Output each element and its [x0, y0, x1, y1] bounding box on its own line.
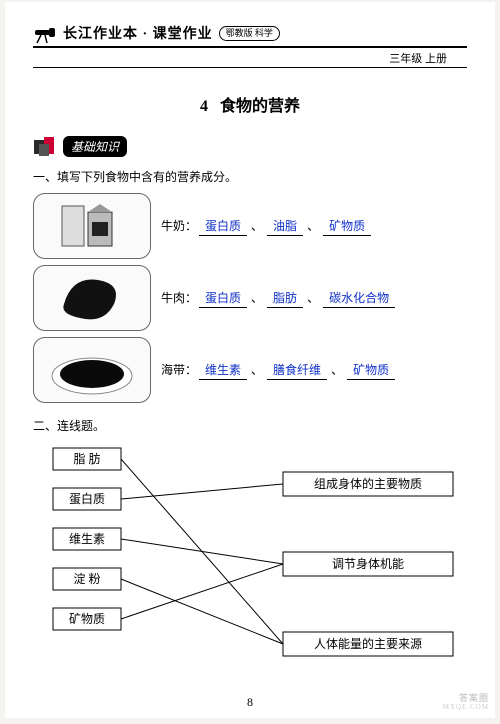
beef-icon	[52, 270, 132, 326]
answer-blank: 油脂	[267, 217, 303, 236]
kelp-icon	[47, 342, 137, 398]
separator: 、	[249, 289, 265, 306]
left-label: 脂 肪	[73, 451, 100, 466]
q2-section: 二、连线题。 脂 肪蛋白质维生素淀 粉矿物质 组成身体的主要物质调节身体机能人体能…	[33, 417, 467, 672]
food-name: 牛肉：	[161, 289, 197, 306]
series-title: 长江作业本 · 课堂作业	[63, 23, 213, 43]
food-label: 牛奶：蛋白质、油脂、矿物质	[161, 217, 373, 236]
header-rule	[33, 67, 467, 68]
food-row: 海带：维生素、膳食纤维、矿物质	[33, 337, 467, 403]
q1-rows: 牛奶：蛋白质、油脂、矿物质牛肉：蛋白质、脂肪、碳水化合物海带：维生素、膳食纤维、…	[33, 193, 467, 403]
match-line	[121, 564, 283, 619]
separator: 、	[305, 217, 321, 234]
basics-tag: 基础知识	[63, 136, 127, 157]
food-name: 牛奶：	[161, 217, 197, 234]
page-number: 8	[247, 695, 253, 710]
food-image-box	[33, 337, 151, 403]
answer-blank: 膳食纤维	[267, 361, 327, 380]
lesson-number: 4	[200, 98, 208, 115]
basics-block: 基础知识	[33, 134, 467, 158]
q2-heading: 二、连线题。	[33, 417, 467, 434]
left-label: 淀 粉	[73, 572, 100, 586]
left-label: 蛋白质	[69, 491, 105, 506]
separator: 、	[305, 289, 321, 306]
answer-blank: 维生素	[199, 361, 247, 380]
answer-blank: 蛋白质	[199, 217, 247, 236]
answer-blank: 矿物质	[323, 217, 371, 236]
lesson-name: 食物的营养	[220, 98, 300, 115]
watermark: 答案圈 MXQE.COM	[443, 694, 489, 712]
right-label: 组成身体的主要物质	[314, 476, 422, 491]
food-row: 牛奶：蛋白质、油脂、矿物质	[33, 193, 467, 259]
food-label: 海带：维生素、膳食纤维、矿物质	[161, 361, 397, 380]
left-label: 维生素	[69, 532, 105, 546]
food-label: 牛肉：蛋白质、脂肪、碳水化合物	[161, 289, 397, 308]
separator: 、	[249, 361, 265, 378]
separator: 、	[329, 361, 345, 378]
watermark-line2: MXQE.COM	[443, 704, 489, 712]
food-image-box	[33, 193, 151, 259]
right-label: 调节身体机能	[332, 556, 404, 571]
right-label: 人体能量的主要来源	[314, 636, 422, 651]
answer-blank: 脂肪	[267, 289, 303, 308]
answer-blank: 碳水化合物	[323, 289, 395, 308]
match-line	[121, 539, 283, 564]
milk-icon	[52, 198, 132, 254]
answer-blank: 蛋白质	[199, 289, 247, 308]
edition-badge: 鄂教版 科学	[219, 26, 280, 41]
books-icon	[33, 134, 63, 158]
food-image-box	[33, 265, 151, 331]
left-label: 矿物质	[69, 612, 105, 626]
workbook-header: 长江作业本 · 课堂作业 鄂教版 科学	[33, 22, 467, 48]
match-line	[121, 579, 283, 644]
lesson-title: 4 食物的营养	[33, 92, 467, 116]
page: 长江作业本 · 课堂作业 鄂教版 科学 三年级 上册 4 食物的营养 基础知识 …	[5, 2, 495, 718]
separator: 、	[249, 217, 265, 234]
food-name: 海带：	[161, 361, 197, 378]
matching-diagram: 脂 肪蛋白质维生素淀 粉矿物质 组成身体的主要物质调节身体机能人体能量的主要来源	[33, 442, 473, 672]
answer-blank: 矿物质	[347, 361, 395, 380]
telescope-icon	[33, 22, 59, 44]
grade-line: 三年级 上册	[33, 50, 467, 66]
food-row: 牛肉：蛋白质、脂肪、碳水化合物	[33, 265, 467, 331]
q1-heading: 一、填写下列食物中含有的营养成分。	[33, 168, 467, 185]
